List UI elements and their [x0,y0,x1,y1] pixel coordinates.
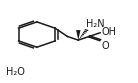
Polygon shape [76,30,80,40]
Text: OH: OH [101,27,116,37]
Text: O: O [101,41,109,51]
Text: H₂N: H₂N [87,19,105,29]
Text: H₂O: H₂O [6,67,25,77]
